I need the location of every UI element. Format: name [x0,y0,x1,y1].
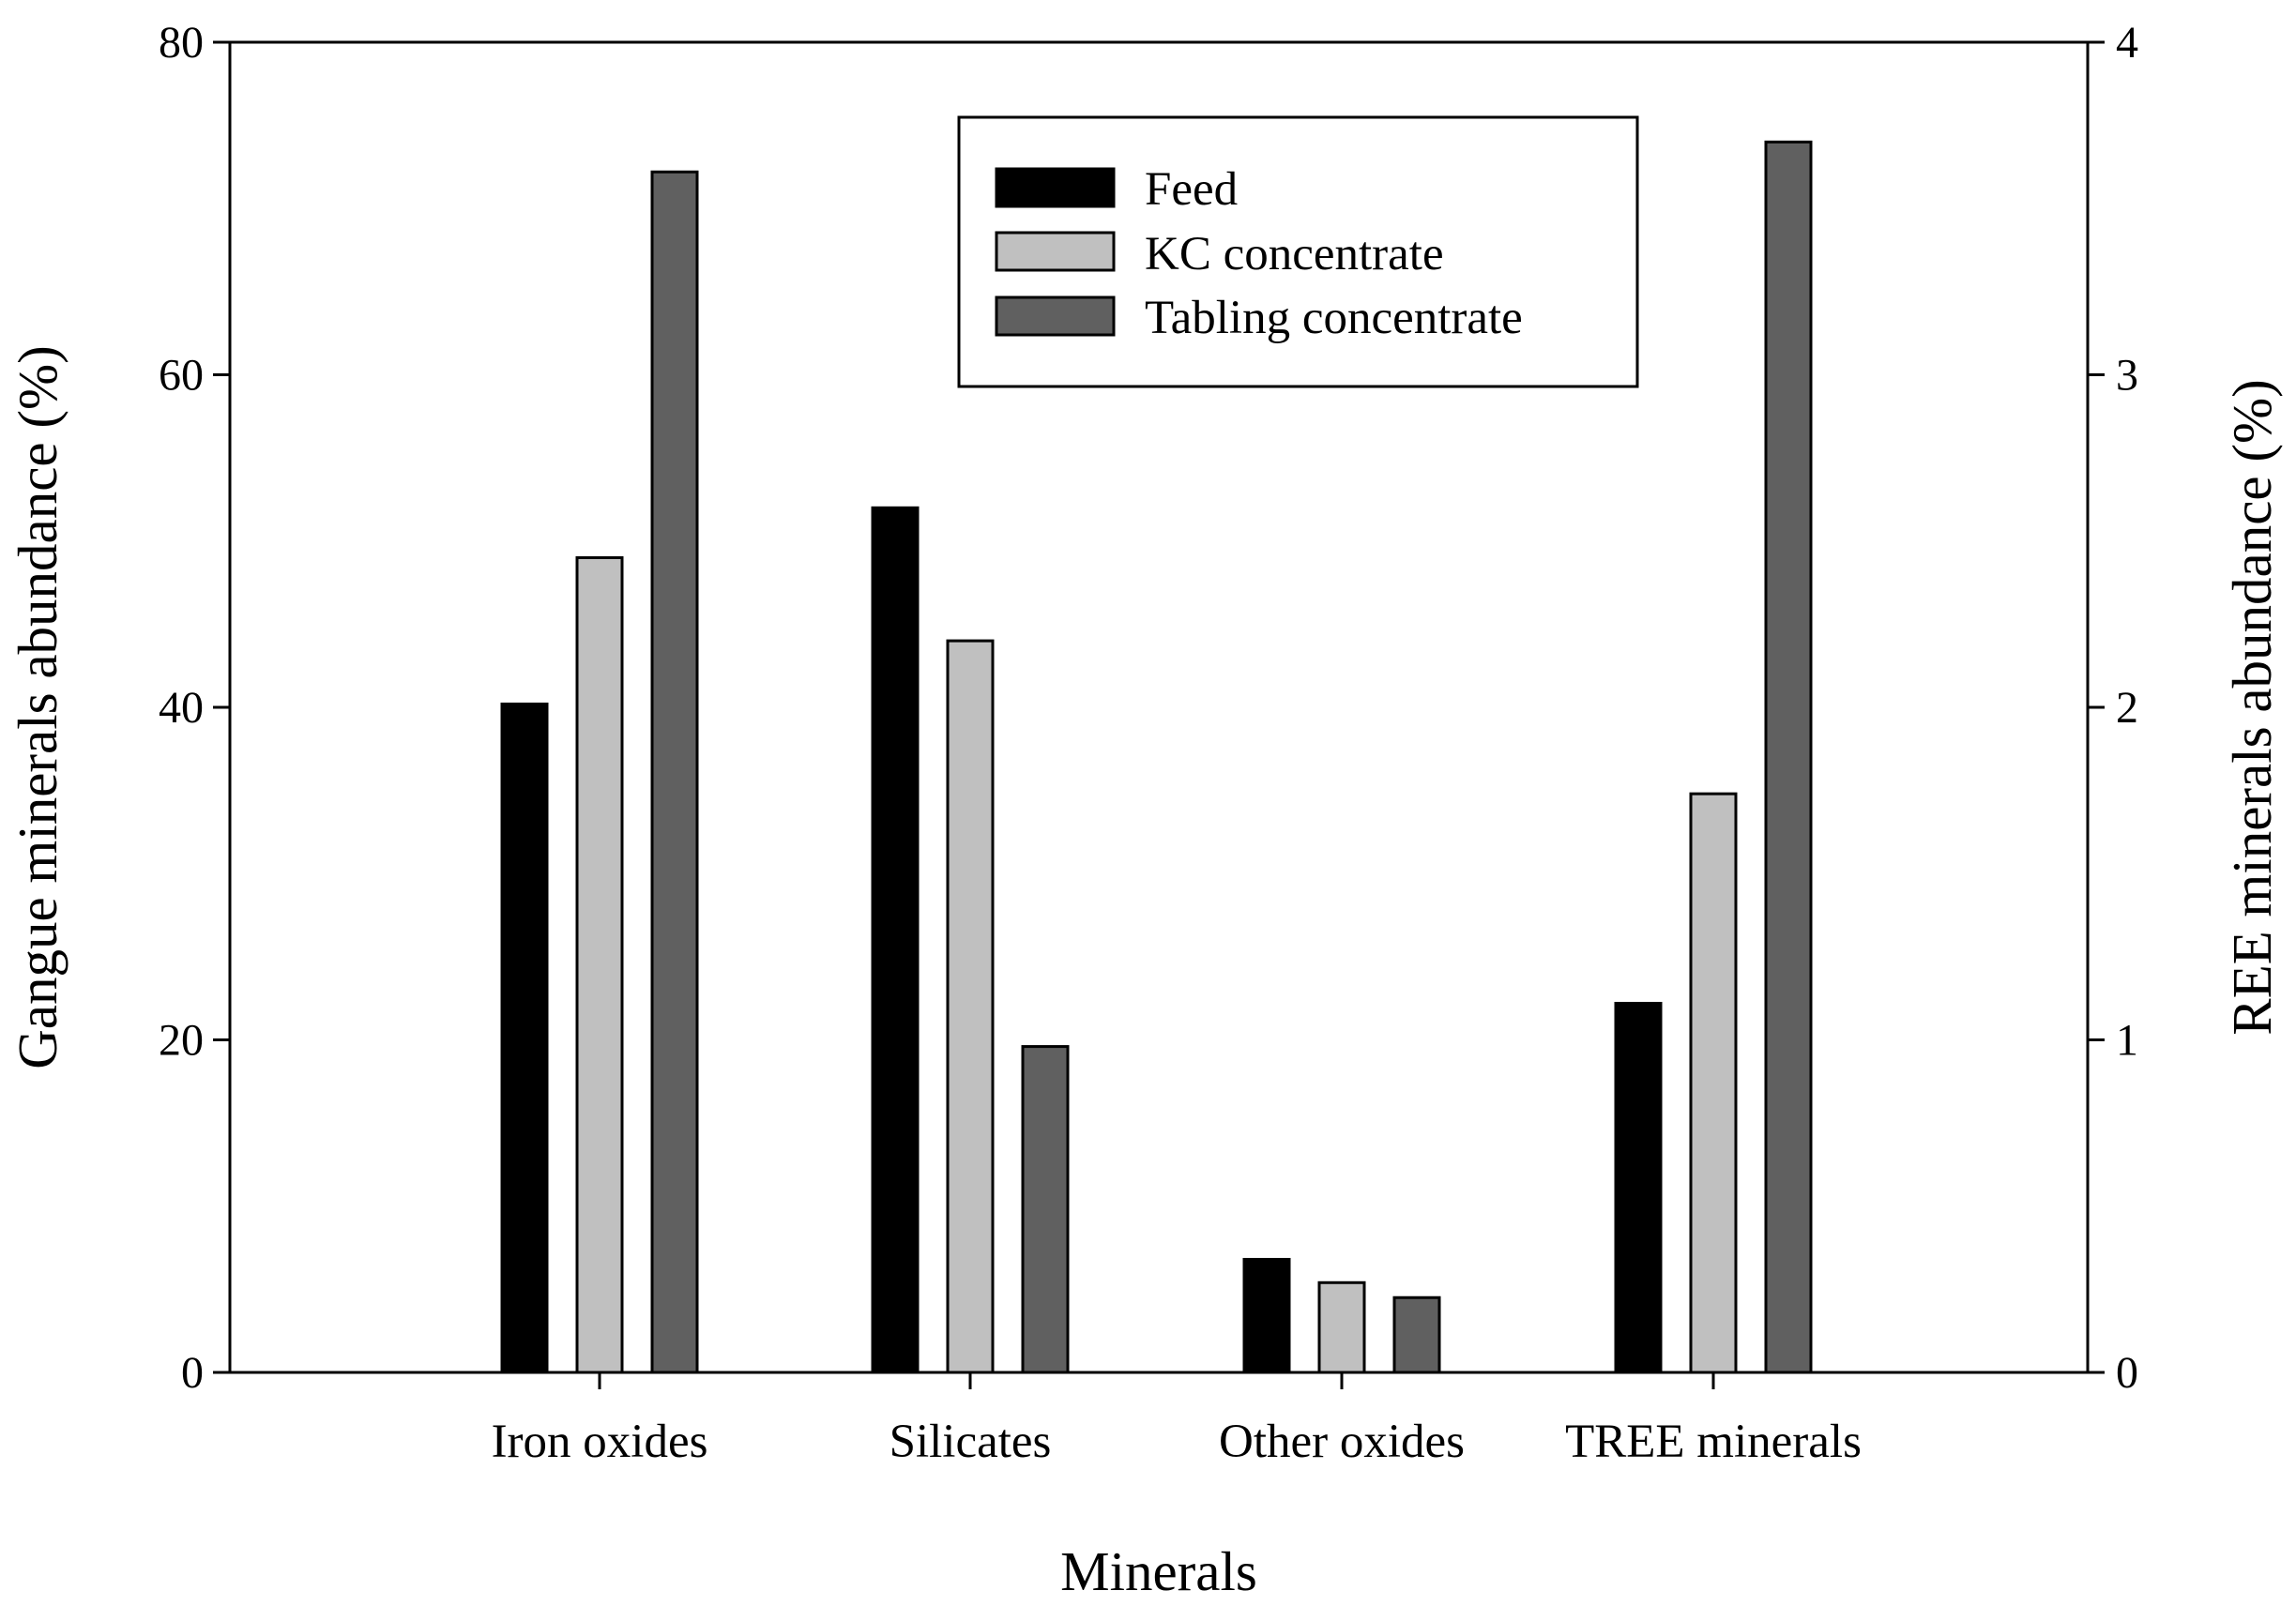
left-tick-label: 0 [181,1348,204,1398]
legend-swatch-feed [995,167,1116,208]
left-tick-label: 60 [159,351,204,401]
legend-swatch-kc-concentrate [995,231,1116,272]
x-tick-label-silicates: Silicates [890,1416,1052,1468]
bar-iron-oxides-feed [500,702,549,1374]
bar-tree-minerals-kc-concentrate [1689,792,1738,1374]
x-tick-label-iron-oxides: Iron oxides [492,1416,708,1468]
x-tick-label-other-oxides: Other oxides [1219,1416,1465,1468]
left-tick-label: 80 [159,18,204,68]
bar-silicates-tabling-concentrate [1021,1045,1070,1374]
bar-tree-minerals-tabling-concentrate [1764,140,1813,1374]
bar-other-oxides-feed [1242,1257,1291,1374]
bar-iron-oxides-tabling-concentrate [650,170,699,1374]
x-tick-label-tree-minerals: TREE minerals [1565,1416,1862,1468]
right-tick-label: 3 [2116,351,2138,401]
right-y-axis: 0 1 2 3 4 [2088,18,2138,1398]
legend-swatch-tabling-concentrate [995,295,1116,337]
legend: Feed KC concentrate Tabling concentrate [957,115,1639,388]
right-tick-label: 1 [2116,1016,2138,1066]
bar-silicates-kc-concentrate [946,639,995,1374]
right-tick-label: 2 [2116,683,2138,733]
left-y-axis-title: Gangue minerals abundance (%) [7,345,68,1069]
x-axis: Iron oxides Silicates Other oxides TREE min… [492,1372,1862,1468]
bar-tree-minerals-feed [1614,1002,1663,1374]
bar-other-oxides-kc-concentrate [1317,1280,1366,1374]
bars-group [500,140,1813,1374]
legend-label-feed: Feed [1145,163,1238,216]
right-tick-label: 0 [2116,1348,2138,1398]
left-y-axis: 0 20 40 60 80 [159,18,230,1398]
legend-label-tabling-concentrate: Tabling concentrate [1145,292,1523,344]
bar-silicates-feed [871,506,920,1374]
bar-other-oxides-tabling-concentrate [1392,1295,1441,1374]
right-tick-label: 4 [2116,18,2138,68]
bar-iron-oxides-kc-concentrate [575,555,624,1374]
x-axis-title: Minerals [1060,1540,1257,1602]
right-y-axis-title: REE minerals abundance (%) [2221,379,2283,1036]
legend-label-kc-concentrate: KC concentrate [1145,228,1444,280]
left-tick-label: 40 [159,683,204,733]
left-tick-label: 20 [159,1016,204,1066]
